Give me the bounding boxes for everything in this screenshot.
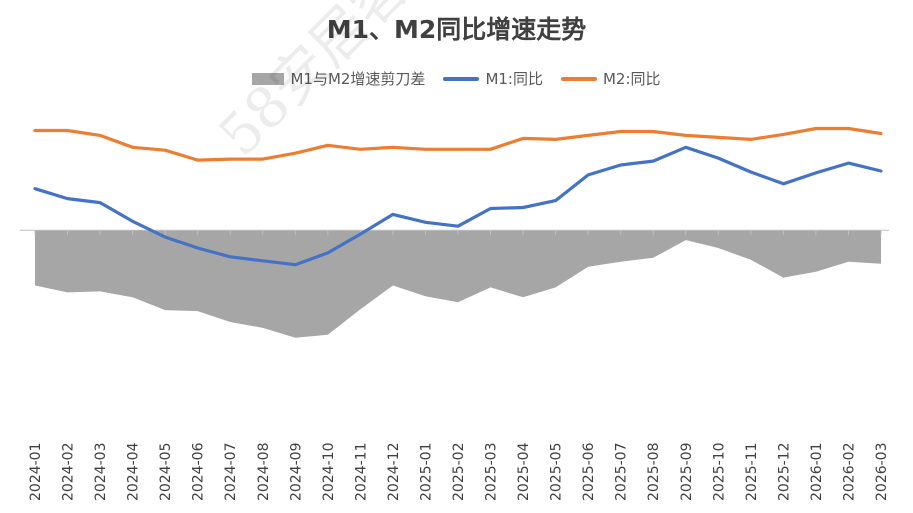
x-tick-label: 2025-04 [516,442,532,501]
x-tick-label: 2024-03 [93,443,109,502]
x-tick-label: 2026-02 [841,443,857,502]
x-tick-label: 2025-07 [614,443,630,502]
x-tick-label: 2026-03 [874,443,890,502]
x-tick-label: 2025-09 [679,443,695,502]
x-tick-label: 2024-12 [386,443,402,502]
x-tick-label: 2024-04 [126,442,142,501]
x-tick-label: 2025-10 [711,443,727,502]
legend-label-spread: M1与M2增速剪刀差 [290,70,426,88]
legend-swatch-spread [252,72,285,85]
x-tick-label: 2024-06 [191,442,207,501]
legend-item-m2: M2:同比 [560,68,661,89]
x-tick-label: 2024-11 [353,443,369,502]
x-tick-label: 2025-11 [744,443,760,502]
x-tick-label: 2025-06 [581,442,597,501]
legend-swatch-m1 [443,76,480,81]
x-tick-label: 2026-01 [809,443,825,502]
legend-swatch-m2 [560,76,597,81]
chart-title: M1、M2同比增速走势 [326,15,587,44]
x-tick-label: 2024-05 [158,443,174,502]
x-tick-label: 2024-07 [223,443,239,502]
x-tick-label: 2024-09 [288,443,304,502]
x-tick-label: 2024-10 [321,443,337,502]
legend-item-m1: M1:同比 [443,68,543,89]
x-tick-label: 2025-12 [776,443,792,502]
series-line-m1 [33,145,883,267]
series-area-spread [35,230,881,338]
legend-label-m2: M2:同比 [602,70,661,88]
x-tick-label: 2025-01 [418,443,434,502]
x-tick-label: 2024-08 [256,443,272,502]
x-tick-label: 2024-02 [61,443,77,502]
legend: M1与M2增速剪刀差 M1:同比 M2:同比 [0,68,913,89]
legend-label-m1: M1:同比 [485,70,543,88]
x-tick-label: 2025-02 [451,443,467,502]
x-tick-label: 2025-08 [646,443,662,502]
x-tick-label: 2025-05 [549,443,565,502]
legend-item-spread: M1与M2增速剪刀差 [252,68,425,89]
x-tick-label: 2025-03 [484,443,500,502]
x-tick-label: 2024-01 [28,443,44,502]
series-line-m2 [33,126,883,162]
